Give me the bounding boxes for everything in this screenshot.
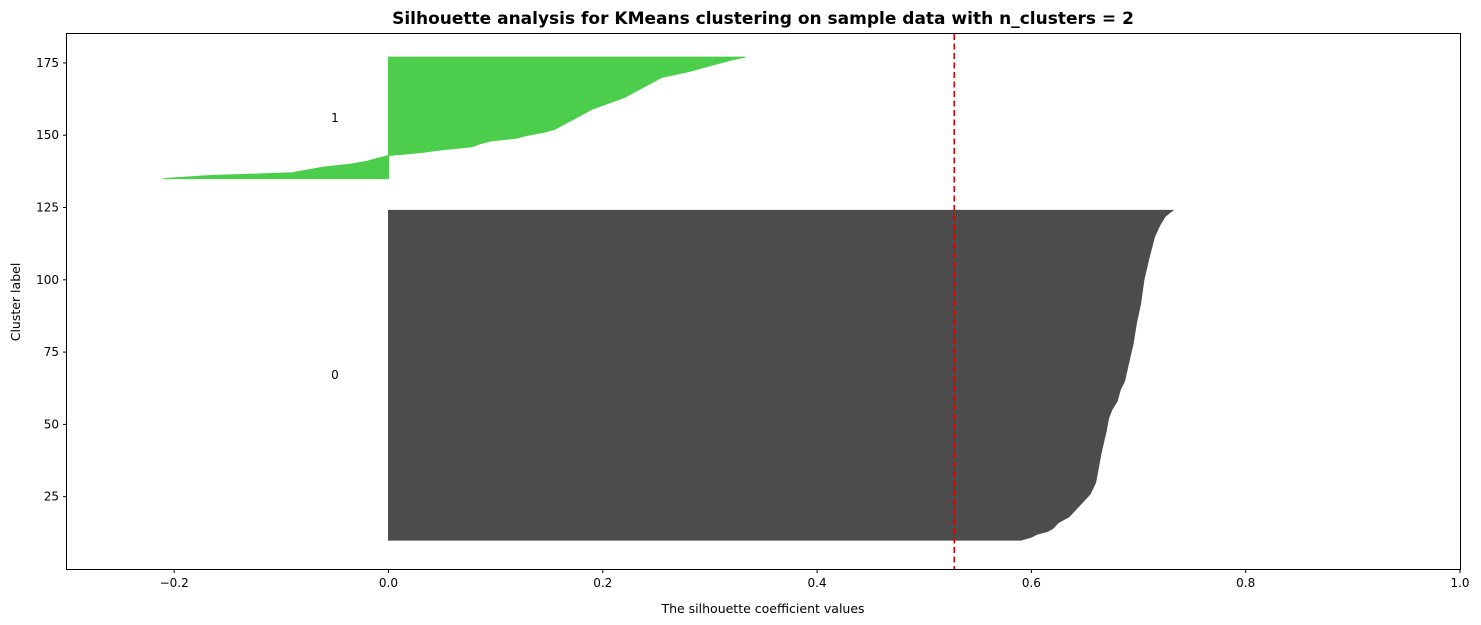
cluster-0-label: 0 (331, 368, 339, 382)
y-tick-label: 25 (44, 490, 59, 504)
plot-frame (66, 33, 1461, 570)
x-tick-label: 0.8 (1236, 576, 1255, 590)
y-axis: 25 50 75 100 125 150 175 (36, 56, 67, 504)
cluster-1-label: 1 (331, 111, 339, 125)
plot-area: 01 (163, 34, 1175, 569)
y-tick-label: 175 (36, 56, 59, 70)
y-tick-label: 75 (44, 345, 59, 359)
y-tick-label: 150 (36, 128, 59, 142)
cluster-1-band (163, 56, 746, 180)
x-axis-label: The silhouette coefficient values (660, 601, 864, 616)
x-axis: −0.2 0.0 0.2 0.4 0.6 0.8 1.0 (160, 569, 1470, 590)
y-axis-label: Cluster label (8, 263, 23, 342)
cluster-0-band (388, 209, 1175, 541)
y-tick-label: 125 (36, 201, 59, 215)
x-tick-label: −0.2 (160, 576, 189, 590)
x-tick-label: 0.0 (379, 576, 398, 590)
x-tick-label: 0.2 (593, 576, 612, 590)
x-tick-label: 0.6 (1022, 576, 1041, 590)
chart-title: Silhouette analysis for KMeans clusterin… (392, 9, 1134, 29)
y-tick-label: 100 (36, 273, 59, 287)
x-tick-label: 1.0 (1450, 576, 1469, 590)
x-tick-label: 0.4 (808, 576, 827, 590)
y-tick-label: 50 (44, 417, 59, 431)
